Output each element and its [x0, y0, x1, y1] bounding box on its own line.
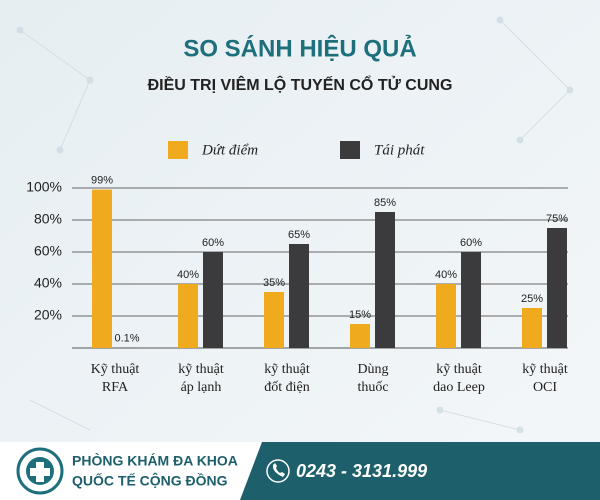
x-tick-label: Kỹ thuật — [91, 362, 140, 377]
value-label: 25% — [521, 293, 543, 305]
bar — [350, 324, 370, 348]
x-tick-label: dao Leep — [433, 380, 485, 395]
bar — [92, 189, 112, 348]
x-tick-label: áp lạnh — [181, 380, 222, 395]
value-label: 85% — [374, 197, 396, 209]
bar — [522, 308, 542, 348]
x-tick-label: đốt điện — [264, 380, 310, 395]
chart-title: SO SÁNH HIỆU QUẢ — [183, 33, 416, 62]
x-tick-label: OCI — [533, 380, 557, 395]
y-tick-label: 40% — [34, 275, 62, 291]
clinic-name: PHÒNG KHÁM ĐA KHOA — [72, 452, 238, 469]
value-label: 0.1% — [114, 333, 139, 345]
value-label: 40% — [435, 269, 457, 281]
y-tick-label: 60% — [34, 243, 62, 259]
x-tick-label: kỹ thuật — [178, 362, 224, 377]
x-tick-label: kỹ thuật — [264, 362, 310, 377]
bar — [203, 252, 223, 348]
chart-subtitle: ĐIỀU TRỊ VIÊM LỘ TUYẾN CỔ TỬ CUNG — [148, 75, 453, 94]
x-tick-label: thuốc — [357, 380, 388, 395]
footer-phone-band — [240, 442, 600, 500]
value-label: 35% — [263, 277, 285, 289]
x-tick-label: kỹ thuật — [436, 362, 482, 377]
bar — [547, 228, 567, 348]
bar — [289, 244, 309, 348]
x-tick-label: Dùng — [357, 362, 388, 377]
y-tick-label: 20% — [34, 307, 62, 323]
legend-swatch — [340, 141, 360, 159]
phone-icon-handset — [272, 463, 285, 477]
value-label: 60% — [460, 237, 482, 249]
bar — [436, 284, 456, 348]
x-tick-label: kỹ thuật — [522, 362, 568, 377]
bar — [264, 292, 284, 348]
value-label: 15% — [349, 309, 371, 321]
value-label: 99% — [91, 175, 113, 187]
clinic-name: QUỐC TẾ CỘNG ĐỒNG — [72, 472, 228, 489]
y-tick-label: 80% — [34, 211, 62, 227]
value-label: 75% — [546, 213, 568, 225]
value-label: 40% — [177, 269, 199, 281]
logo-cross — [30, 462, 50, 482]
phone-icon — [266, 459, 290, 483]
bar — [375, 212, 395, 348]
bar — [461, 252, 481, 348]
y-tick-label: 100% — [26, 179, 62, 195]
bar — [178, 284, 198, 348]
legend-label: Dứt điểm — [201, 142, 258, 158]
x-tick-label: RFA — [102, 380, 129, 395]
legend-label: Tái phát — [374, 142, 425, 158]
phone-number[interactable]: 0243 - 3131.999 — [296, 461, 427, 481]
value-label: 60% — [202, 237, 224, 249]
value-label: 65% — [288, 229, 310, 241]
network-decoration — [16, 16, 574, 434]
legend-swatch — [168, 141, 188, 159]
